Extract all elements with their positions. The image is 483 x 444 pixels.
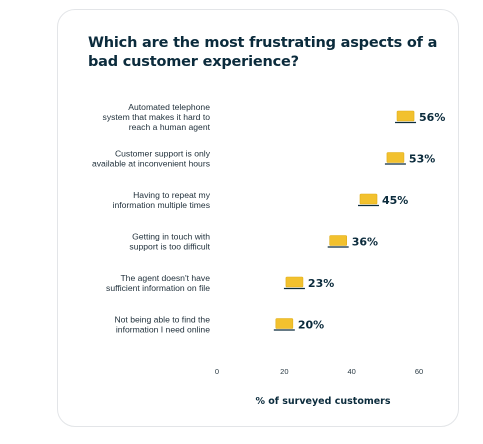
x-tick-label-3: 40 (347, 367, 355, 376)
data-marker-3 (359, 193, 378, 205)
data-marker-6 (275, 318, 294, 329)
x-axis-title: % of surveyed customers (255, 396, 390, 407)
x-tick-label-2: 20 (280, 367, 288, 376)
data-marker-5 (285, 276, 304, 288)
chart-title: Which are the most frustrating aspects o… (88, 35, 438, 70)
value-label-6: 20% (298, 319, 324, 332)
data-marker-4 (329, 235, 348, 246)
value-label-5: 23% (308, 277, 334, 290)
value-label-3: 45% (382, 194, 408, 207)
value-label-2: 53% (409, 153, 435, 166)
value-label-1: 56% (419, 111, 445, 124)
category-label-6: Not being able to find the information I … (114, 315, 210, 335)
chart-card (57, 9, 459, 427)
category-label-4: Getting in touch with support is too diff… (129, 232, 210, 252)
x-tick-label-4: 60 (415, 367, 423, 376)
data-marker-2 (386, 152, 405, 163)
category-label-2: Customer support is only available at inc… (92, 149, 211, 169)
category-label-1: Automated telephone system that makes it … (103, 102, 211, 132)
value-label-4: 36% (352, 236, 378, 249)
category-label-5: The agent doesn't have sufficient informa… (106, 273, 210, 293)
category-label-3: Having to repeat my information multiple … (113, 190, 211, 210)
data-marker-1 (396, 110, 415, 122)
x-tick-label-1: 0 (215, 367, 219, 376)
